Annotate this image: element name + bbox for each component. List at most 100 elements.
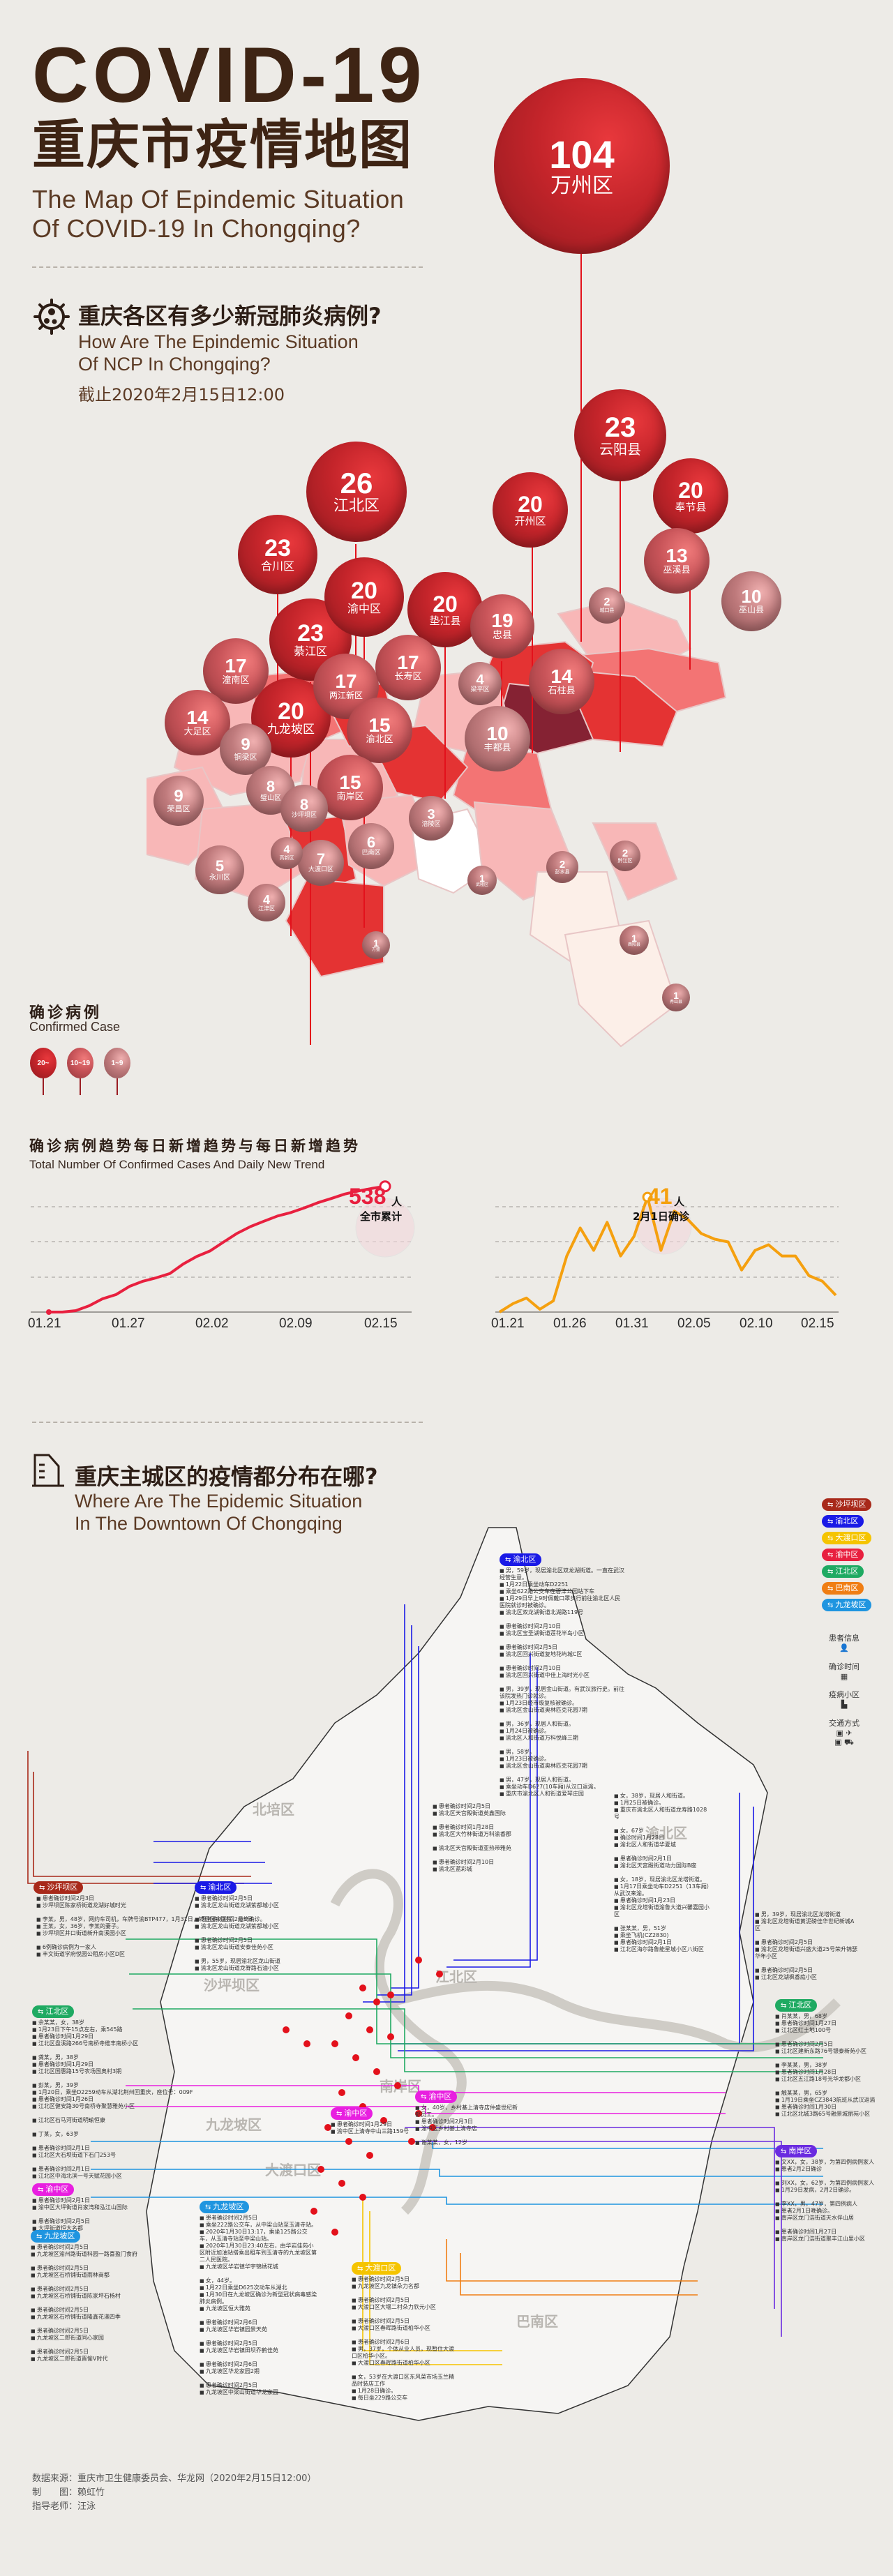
stem-zhongxian (501, 661, 502, 745)
bubble-count: 9 (174, 786, 183, 806)
case-group-yubei-5: 男，39岁，现居渝北区龙塔街道渝北区龙塔街道黄泥磅佳华世纪新城A区 患者确诊时间… (755, 1911, 860, 1981)
bubble-jiangbei[interactable]: 26 江北区 (306, 442, 407, 542)
bubble-label: 荣昌区 (167, 804, 190, 813)
section2-subtitle-line-2: In The Downtown Of Chongqing (75, 1513, 343, 1534)
x-tick: 02.15 (364, 1316, 398, 1331)
case-group-yuzhong: 患者确诊时间2月1日渝中区大坪街道肖家湾和泓江山国际 患者确诊时间2月5日大坪街… (32, 2197, 128, 2232)
bubble-fengdu[interactable]: 10 丰都县 (465, 706, 530, 771)
bubble-wansheng[interactable]: 1 万盛 (362, 931, 390, 959)
bubble-pengshui[interactable]: 2 彭水县 (546, 851, 578, 883)
case-group-yuzhong-2: 女，40岁，乡村基上清寺店仲盛世纪新都员工。患者确诊时间2月3日渝中区乡村基上清… (415, 2104, 520, 2146)
transport-icon: ▣ ✈ ▣ ⛟ (834, 1728, 854, 1747)
building-icon (32, 1454, 64, 1487)
bubble-wuxi[interactable]: 13 巫溪县 (644, 528, 710, 594)
bubble-label: 江津区 (258, 905, 275, 912)
bubble-count: 26 (340, 466, 373, 499)
bubble-tongliang[interactable]: 9 铜梁区 (220, 723, 271, 775)
bubble-wulong[interactable]: 1 武隆区 (467, 866, 497, 895)
group-pill-dadukou: ⇆ 大渡口区 (352, 2262, 402, 2275)
bubble-shizhu[interactable]: 14 石柱县 (529, 649, 594, 714)
case-group-jiangbei-2: 肖某某，男，68岁患者确诊时间1月27日江北区红土地100号 患者确诊时间2月5… (775, 2013, 880, 2118)
legend-pill-dadukou: ⇆ 大渡口区 (822, 1532, 872, 1544)
group-pill-nanan: ⇆ 南岸区 (775, 2145, 818, 2157)
bubble-xiushan[interactable]: 1 秀山县 (662, 984, 690, 1011)
bubble-zhongxian[interactable]: 19 忠县 (470, 594, 534, 658)
bubble-youyang[interactable]: 1 酉阳县 (620, 926, 649, 955)
group-pill-jiangbei: ⇆ 江北区 (32, 2005, 75, 2018)
bubble-count: 23 (604, 412, 636, 443)
legend-ball-low: 1~9 (104, 1048, 130, 1078)
case-group-jiulongpo-2: 患者确诊时间2月5日乘坐222路公交车，从中梁山站至玉清寺站。2020年1月30… (200, 2215, 318, 2396)
bubble-count: 1 (373, 937, 379, 949)
bubble-dianjiang[interactable]: 20 垫江县 (407, 572, 483, 647)
bubble-yubei[interactable]: 15 渝北区 (347, 698, 412, 763)
legend-stem (80, 1078, 81, 1095)
bubble-banan[interactable]: 6 巴南区 (348, 823, 394, 869)
group-pill-jiulongpo: ⇆ 九龙坡区 (31, 2230, 81, 2243)
bubble-shapingba[interactable]: 8 沙坪坝区 (280, 785, 328, 832)
bubble-dadukou[interactable]: 7 大渡口区 (298, 840, 344, 886)
bubble-count: 8 (299, 796, 309, 814)
trend-subtitle: Total Number Of Confirmed Cases And Dail… (29, 1158, 325, 1171)
divider (32, 266, 423, 268)
key-diagnosis-time: 确诊时间 ▦ (823, 1661, 865, 1681)
title-en: COVID-19 (32, 31, 426, 119)
bubble-chengkou[interactable]: 2 城口县 (589, 587, 625, 624)
map-label-dadukou: 大渡口区 (265, 2162, 321, 2178)
case-group-nanan: 文XX，女，38岁，为第四例病例家人患者2月2日确诊 刘XX，女，62岁，为第四… (775, 2159, 887, 2243)
section1-subtitle-line-1: How Are The Epindemic Situation (78, 331, 359, 352)
daily-peak-value: 41 (647, 1184, 673, 1209)
legend-pill-shapingba: ⇆ 沙坪坝区 (822, 1498, 872, 1511)
bubble-rongchang[interactable]: 9 荣昌区 (153, 776, 204, 826)
bubble-label: 大足区 (183, 726, 211, 737)
bubble-label: 涪陵区 (421, 821, 441, 829)
bubble-label: 合川区 (260, 559, 294, 573)
case-group-shapingba: 患者确诊时间2月3日沙坪坝区陈家桥街道龙湖好城时光 李某，男，48岁，网约车司机… (36, 1895, 266, 1958)
bubble-label: 石柱县 (548, 685, 576, 696)
bubble-jiangjin[interactable]: 4 江津区 (248, 884, 285, 921)
bubble-qianjiang[interactable]: 2 黔江区 (610, 841, 640, 871)
bubble-yunyang[interactable]: 23 云阳县 (574, 389, 666, 481)
bubble-changshou[interactable]: 17 长寿区 (375, 635, 441, 700)
bubble-gaoxin[interactable]: 4 高新区 (271, 837, 303, 869)
bubble-wanzhou[interactable]: 104 万州区 (494, 78, 670, 254)
bubble-count: 23 (297, 620, 324, 647)
bubble-label: 南岸区 (336, 791, 364, 802)
bubble-label: 渝北区 (366, 734, 393, 745)
case-group-yubei-4: 女，38岁，现居人和街道。1月25日被确诊。重庆市渝北区人和街道龙寿路1028号… (614, 1793, 712, 1953)
bubble-count: 3 (427, 807, 435, 823)
footer-advisor: 指导老师：汪泳 (32, 2501, 96, 2512)
legend-pill-jiulongpo: ⇆ 九龙坡区 (822, 1599, 872, 1611)
subtitle-line-2: Of COVID-19 In Chongqing? (32, 214, 361, 243)
case-group-jiulongpo: 患者确诊时间2月5日九龙坡区渝州路街道科园一路喜盈门食府 患者确诊时间2月5日九… (31, 2244, 137, 2363)
group-pill-shapingba: ⇆ 沙坪坝区 (33, 1881, 84, 1894)
as-of-date: 截止2020年2月15日12:00 (78, 385, 285, 405)
bubble-fuling[interactable]: 3 涪陵区 (409, 796, 453, 841)
bubble-dazu[interactable]: 14 大足区 (165, 690, 230, 755)
daily-peak-unit: 人 (674, 1196, 685, 1208)
bubble-label: 长寿区 (394, 671, 422, 682)
legend-stem (43, 1078, 44, 1095)
bubble-count: 1 (673, 989, 679, 1001)
case-group-dadukou: 患者确诊时间2月5日九龙坡区九龙镇朵力名都 患者确诊时间2月5日大渡口区大堰二村… (352, 2276, 456, 2402)
bubble-wushan[interactable]: 10 巫山县 (721, 571, 781, 631)
bubble-count: 14 (550, 665, 573, 687)
bubble-label: 綦江区 (293, 645, 327, 658)
bubble-count: 17 (225, 654, 247, 677)
bubble-liangping[interactable]: 4 梁平区 (458, 662, 502, 705)
bubble-nanan[interactable]: 15 南岸区 (317, 755, 383, 820)
bubble-kaizhou[interactable]: 20 开州区 (493, 472, 568, 548)
bubble-yongchuan[interactable]: 5 永川区 (195, 845, 244, 894)
person-icon: 👤 (839, 1643, 849, 1652)
bubble-count: 4 (262, 892, 270, 907)
bubble-fengjie[interactable]: 20 奉节县 (653, 458, 728, 534)
case-group-yuzhong-3: 患者确诊时间1月29日渝中区上清寺中山三路159号 (331, 2121, 409, 2135)
group-pill-yuzhong-3: ⇆ 渝中区 (331, 2107, 373, 2120)
x-tick: 01.21 (28, 1316, 61, 1331)
legend-ball-mid: 10~19 (67, 1048, 93, 1078)
bubble-tongnan[interactable]: 17 潼南区 (203, 638, 269, 704)
virus-icon (33, 299, 70, 335)
bubble-hechuan[interactable]: 23 合川区 (238, 515, 317, 594)
bubble-label: 城口县 (599, 608, 615, 614)
bubble-yuzhong[interactable]: 20 渝中区 (324, 557, 404, 637)
